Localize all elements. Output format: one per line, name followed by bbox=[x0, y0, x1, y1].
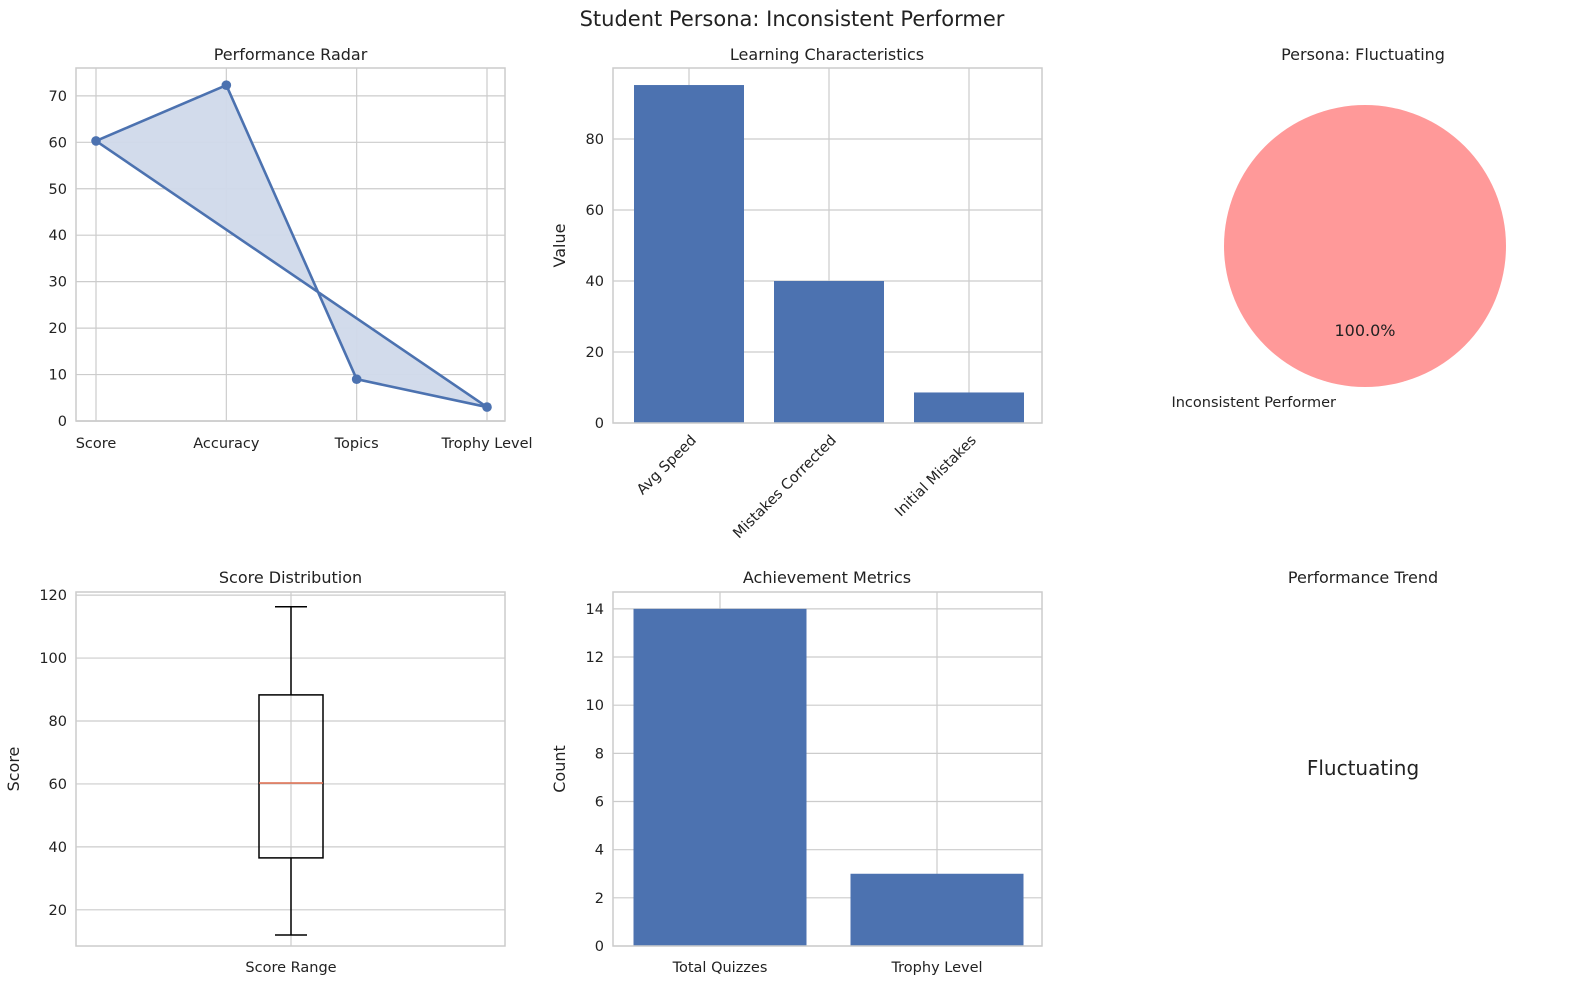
learning-bar bbox=[634, 85, 744, 423]
achievement-frame bbox=[612, 591, 1043, 947]
trend-text: Fluctuating bbox=[1307, 756, 1419, 780]
box-y-tick-label: 100 bbox=[39, 651, 67, 667]
score-distribution-title: Score Distribution bbox=[219, 568, 362, 587]
learning-bar bbox=[774, 281, 884, 423]
achievement-y-tick-label: 14 bbox=[586, 602, 604, 618]
radar-point bbox=[221, 80, 232, 90]
box-y-tick-label: 60 bbox=[49, 777, 67, 793]
learning-bar bbox=[914, 392, 1024, 423]
learning-x-tick-label: Initial Mistakes bbox=[892, 433, 980, 521]
radar-frame bbox=[75, 67, 506, 422]
box-frame bbox=[75, 591, 506, 947]
box-y-tick-label: 80 bbox=[49, 714, 67, 730]
learning-y-tick-label: 20 bbox=[586, 345, 604, 361]
pie-slice bbox=[1224, 105, 1506, 387]
radar-x-tick-label: Topics bbox=[334, 436, 379, 452]
figure-title: Student Persona: Inconsistent Performer bbox=[580, 7, 1005, 31]
radar-point bbox=[91, 136, 101, 146]
radar-fill-area bbox=[96, 85, 487, 408]
learning-title: Learning Characteristics bbox=[730, 45, 924, 64]
achievement-x-tick-label: Total Quizzes bbox=[672, 960, 768, 976]
trend-title: Performance Trend bbox=[1288, 568, 1438, 587]
score-distribution-panel: Score Distribution 20 40 60 80 100 120 Score R… bbox=[4, 568, 506, 976]
radar-x-tick-label: Trophy Level bbox=[440, 436, 532, 452]
pie-percent-label: 100.0% bbox=[1334, 321, 1395, 340]
learning-y-axis-label: Value bbox=[550, 224, 569, 268]
radar-point bbox=[351, 374, 362, 384]
radar-title: Performance Radar bbox=[214, 45, 368, 64]
achievement-y-tick-label: 10 bbox=[586, 698, 604, 714]
radar-y-tick-label: 60 bbox=[49, 135, 67, 151]
learning-x-tick-label: Avg Speed bbox=[634, 433, 700, 499]
radar-x-tick-label: Score bbox=[76, 436, 117, 452]
achievement-y-tick-label: 8 bbox=[595, 746, 604, 762]
achievement-metrics-panel: Achievement Metrics 0 2 4 6 8 10 12 14 Total Qui… bbox=[550, 568, 1043, 976]
achievement-y-axis-label: Count bbox=[550, 745, 569, 793]
learning-characteristics-panel: Learning Characteristics 0 20 40 60 80 Avg Sp… bbox=[550, 45, 1043, 542]
box-y-tick-label: 40 bbox=[49, 840, 67, 856]
persona-pie-panel: Persona: Fluctuating 100.0% Inconsistent … bbox=[1171, 45, 1506, 411]
radar-y-tick-label: 70 bbox=[49, 89, 67, 105]
radar-y-tick-label: 40 bbox=[49, 228, 67, 244]
box-iqr bbox=[258, 694, 324, 859]
box-y-grid bbox=[76, 592, 505, 946]
radar-panel: Performance Radar 0 10 20 30 40 50 60 70 Score Ac… bbox=[49, 45, 533, 452]
radar-y-tick-label: 0 bbox=[58, 414, 67, 430]
achievement-y-tick-label: 6 bbox=[595, 795, 604, 811]
learning-y-tick-label: 80 bbox=[586, 132, 604, 148]
achievement-y-tick-label: 4 bbox=[595, 843, 604, 859]
box-y-axis-label: Score bbox=[4, 747, 23, 792]
box-x-tick-label: Score Range bbox=[245, 960, 336, 976]
radar-y-tick-label: 10 bbox=[49, 368, 67, 384]
achievement-title: Achievement Metrics bbox=[743, 568, 911, 587]
achievement-y-tick-label: 2 bbox=[595, 891, 604, 907]
achievement-x-tick-label: Trophy Level bbox=[890, 960, 982, 976]
learning-x-tick-label: Mistakes Corrected bbox=[730, 433, 839, 542]
achievement-y-tick-label: 0 bbox=[595, 939, 604, 955]
learning-y-tick-label: 0 bbox=[595, 416, 604, 432]
learning-frame bbox=[612, 67, 1043, 424]
achievement-y-tick-label: 12 bbox=[586, 650, 604, 666]
persona-title: Persona: Fluctuating bbox=[1281, 45, 1445, 64]
performance-trend-panel: Performance Trend Fluctuating bbox=[1288, 568, 1438, 780]
achievement-bar bbox=[633, 608, 807, 946]
radar-y-tick-label: 50 bbox=[49, 182, 67, 198]
box-y-tick-label: 20 bbox=[49, 903, 67, 919]
learning-y-tick-label: 40 bbox=[586, 274, 604, 290]
radar-x-tick-label: Accuracy bbox=[193, 436, 260, 452]
radar-point bbox=[482, 402, 492, 412]
learning-y-tick-label: 60 bbox=[586, 203, 604, 219]
radar-y-tick-label: 20 bbox=[49, 321, 67, 337]
pie-slice-label: Inconsistent Performer bbox=[1171, 395, 1336, 411]
achievement-bar bbox=[850, 873, 1024, 946]
box-y-tick-label: 120 bbox=[39, 588, 67, 604]
radar-y-tick-label: 30 bbox=[49, 275, 67, 291]
